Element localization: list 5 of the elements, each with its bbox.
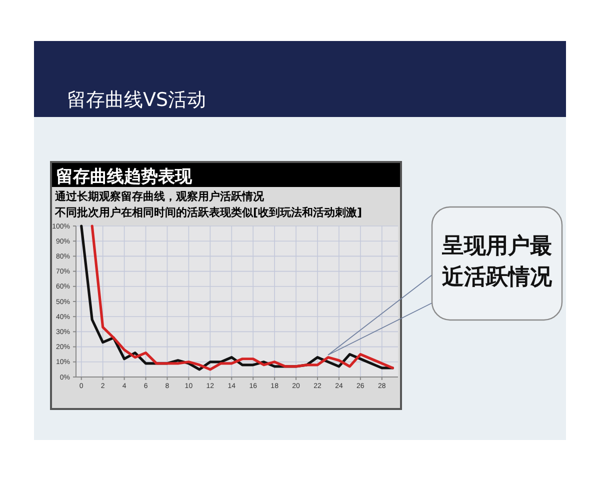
- text: 不同批次用户在相同时间的活跃表现类似[收到玩法和活动刺激]: [54, 206, 362, 219]
- chart-title: 留存曲线趋势表现: [56, 167, 193, 187]
- text: 呈现用户最近活跃情况: [441, 233, 553, 290]
- chart-subtitle: 通过长期观察留存曲线，观察用户活跃情况: [54, 190, 265, 203]
- text: 留存曲线VS活动: [67, 89, 206, 111]
